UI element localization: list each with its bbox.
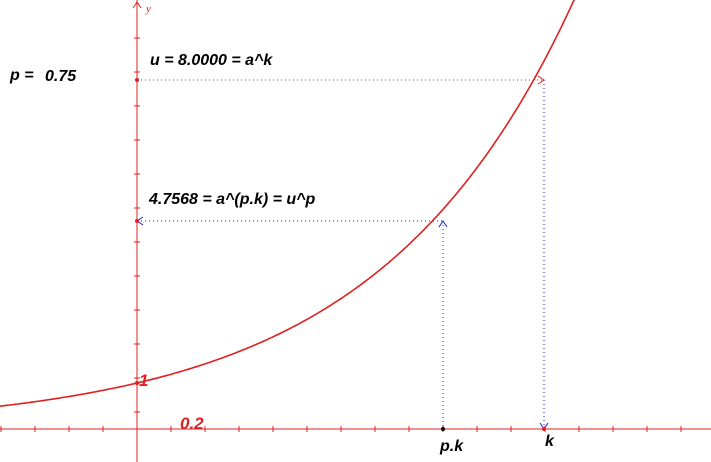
u-point	[135, 78, 139, 82]
points	[135, 78, 546, 431]
markers	[136, 75, 549, 430]
pk-point	[441, 427, 445, 431]
u-label: u = 8.0000 = a^k	[150, 52, 273, 69]
y-axis-name: y	[145, 3, 151, 15]
one-label: 1	[139, 371, 148, 390]
axis-ticks	[0, 37, 682, 432]
p-value[interactable]: 0.75	[45, 68, 77, 85]
one-point	[135, 381, 139, 385]
mid-value-label: 4.7568 = a^(p.k) = u^p	[148, 191, 316, 208]
u-curve-arrow-icon	[537, 75, 545, 85]
y-axis-arrow-icon	[132, 1, 142, 9]
pk-label: p.k	[439, 438, 464, 455]
exponential-curve	[0, 0, 575, 407]
guide-lines	[137, 79, 545, 429]
pk-curve-arrow-icon	[438, 220, 448, 228]
mid-point	[135, 219, 139, 223]
k-label: k	[545, 433, 555, 450]
k-point	[542, 427, 546, 431]
p-label: p =	[9, 67, 34, 84]
scale-label: 0.2	[180, 414, 204, 433]
